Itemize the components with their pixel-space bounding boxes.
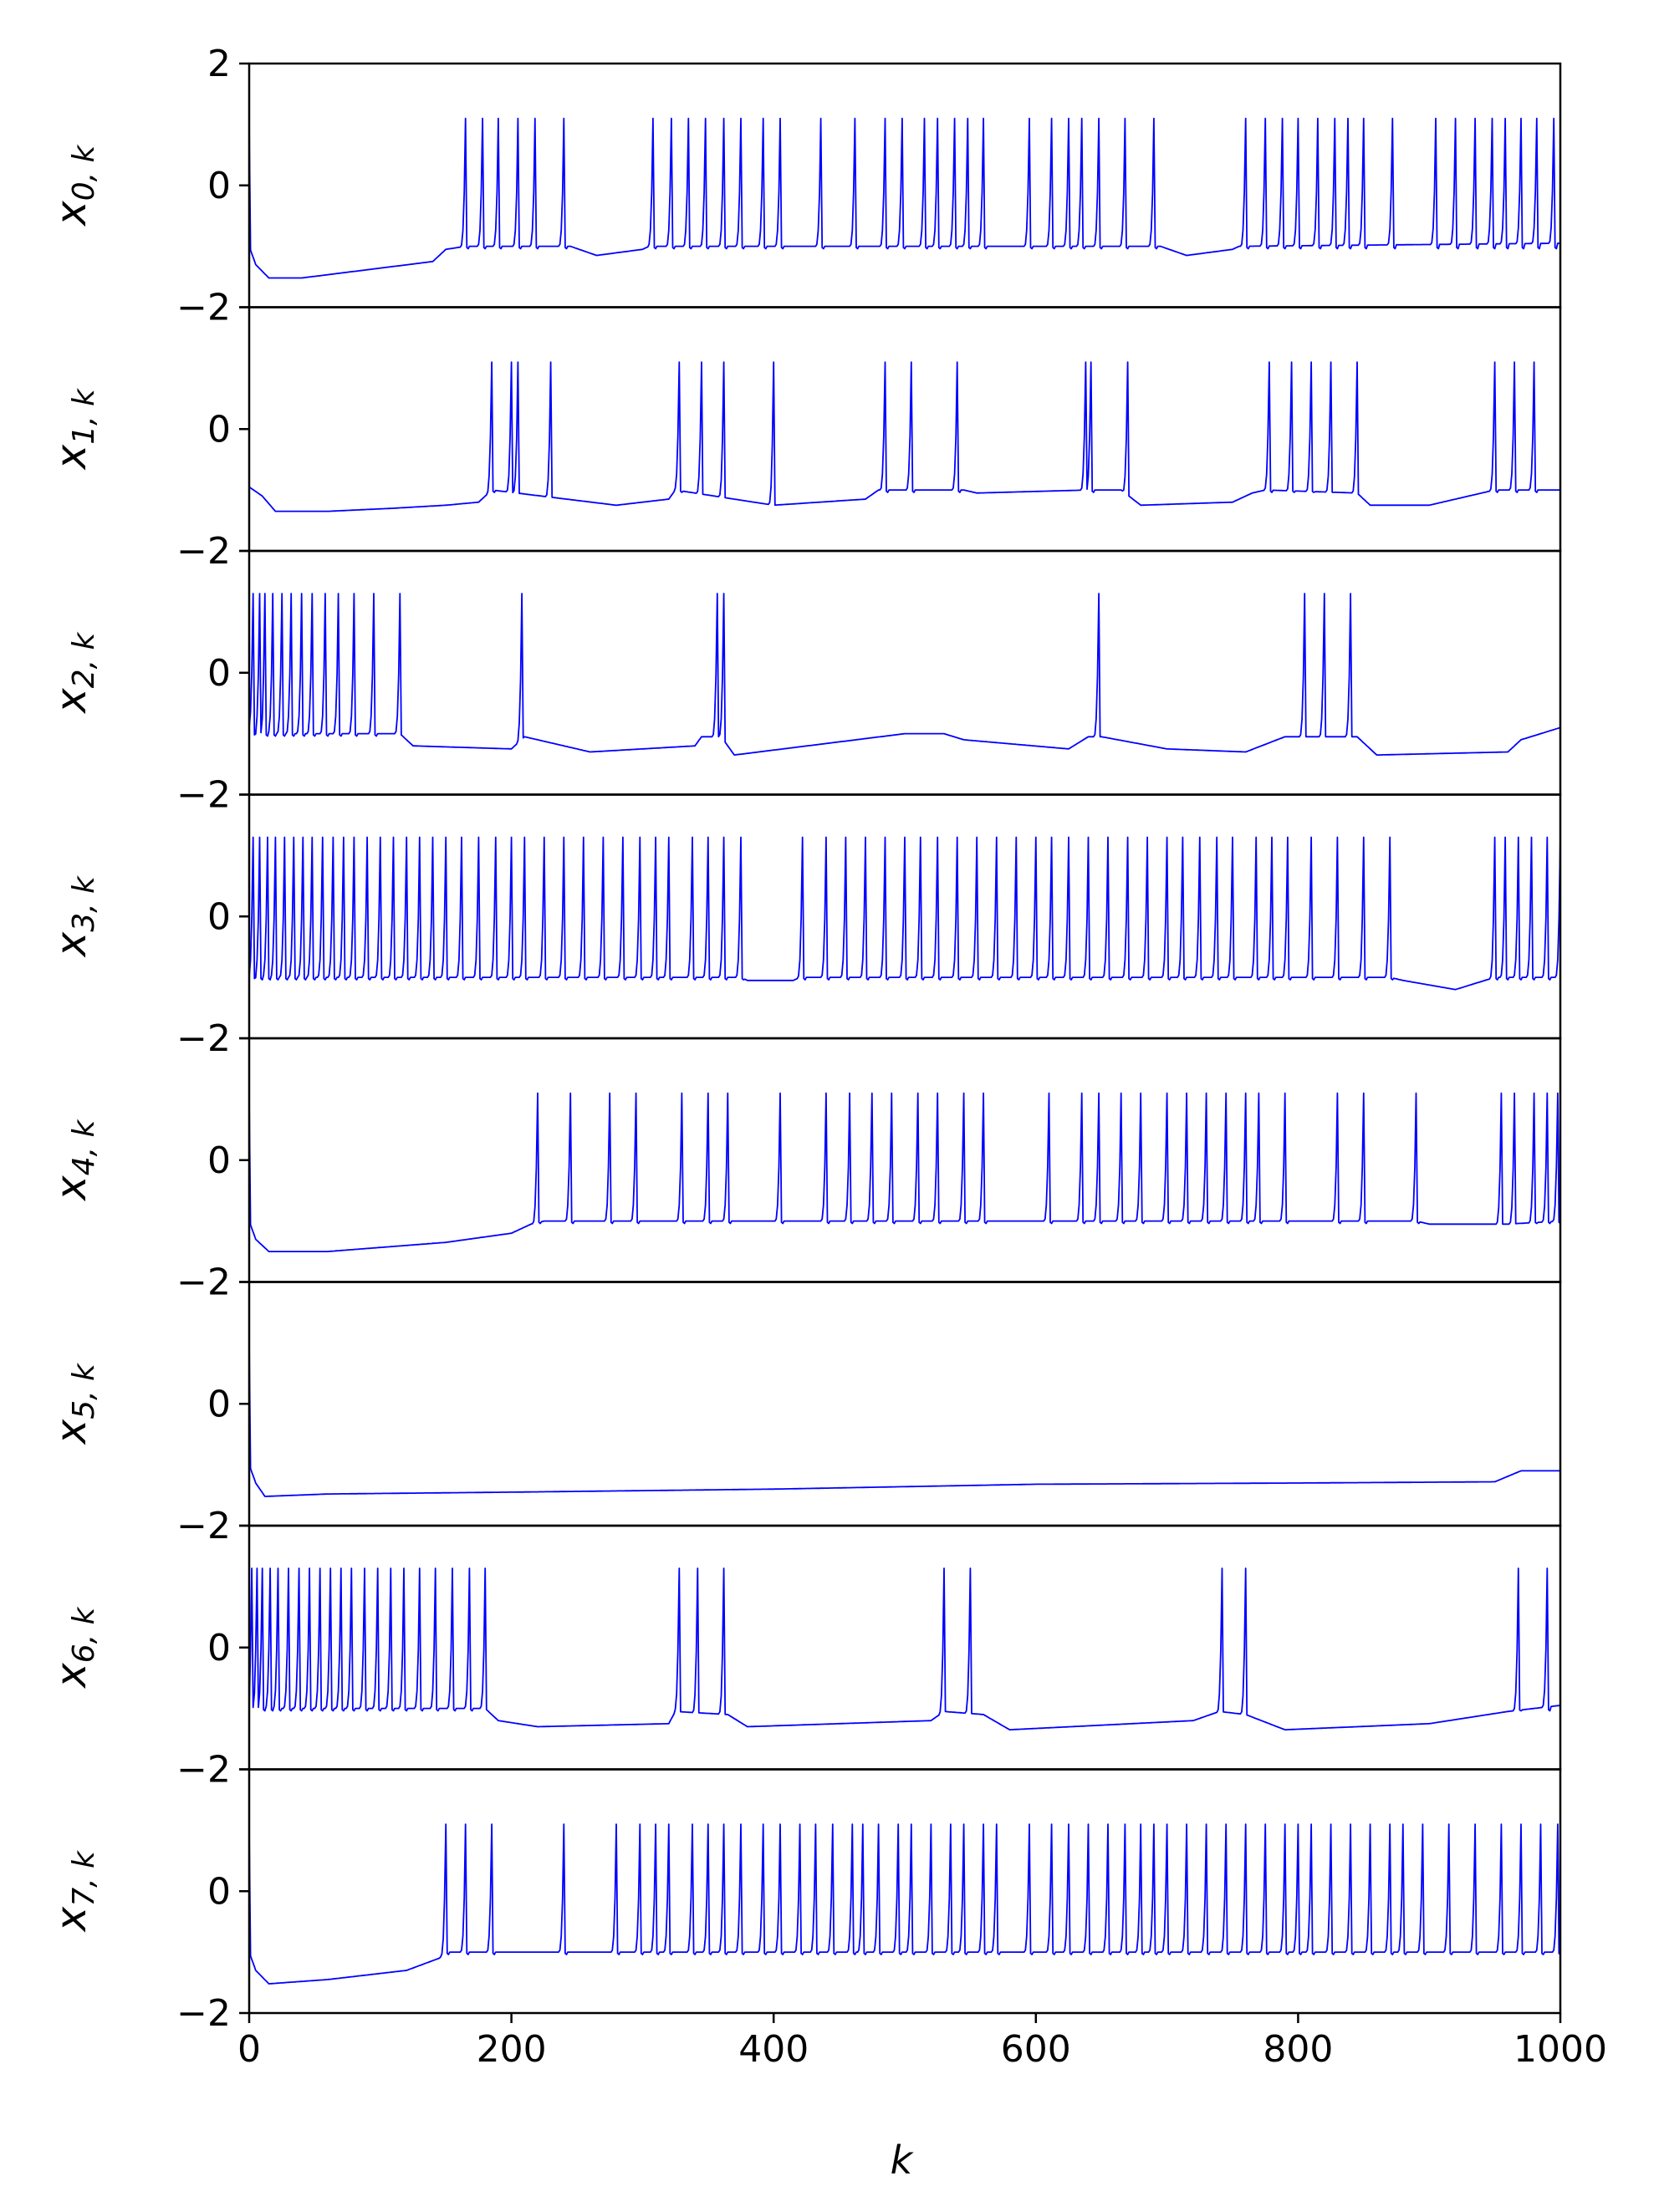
y-label-base: x [47, 1175, 95, 1202]
y-axis-label-4: x4, k [47, 1118, 101, 1201]
y-axis-label-1: x1, k [47, 387, 101, 471]
y-tick-label: 0 [207, 1139, 231, 1182]
y-label-subscript: 3, k [67, 874, 101, 932]
y-label-subscript: 7, k [67, 1849, 101, 1907]
panel-6: 0 −2 x6, k [47, 1524, 1562, 1792]
y-tick-label: 0 [207, 895, 231, 938]
series-line-6 [248, 1567, 1561, 1730]
series-line-3 [248, 836, 1561, 991]
series-line-5 [248, 1343, 1560, 1497]
y-tick-label: −2 [176, 530, 231, 573]
x-tick-label: 1000 [1514, 2028, 1607, 2071]
y-tick-label: 0 [207, 652, 231, 695]
panel-7: 0 −2 x7, k [47, 1768, 1562, 2035]
y-tick-label: −2 [176, 287, 231, 329]
y-label-subscript: 5, k [67, 1362, 101, 1419]
y-axis-label-5: x5, k [47, 1362, 101, 1445]
panel-0: 2 0 −2 x0, k [47, 43, 1562, 329]
x-axis-label: k [891, 2138, 915, 2183]
panel-frame-1 [248, 306, 1562, 553]
y-tick-label: −2 [176, 1992, 231, 2035]
y-tick-label: 0 [207, 1870, 231, 1913]
y-tick-label: 0 [207, 165, 231, 207]
panel-frame-7 [248, 1768, 1562, 2015]
y-tick-label: 2 [207, 43, 231, 85]
panel-1: 0 −2 x1, k [47, 306, 1562, 573]
y-label-base: x [47, 1906, 95, 1933]
x-tick-label: 800 [1263, 2028, 1333, 2071]
y-tick-label: −2 [176, 774, 231, 817]
panel-5: 0 −2 x5, k [47, 1281, 1562, 1547]
y-axis-label-6: x6, k [47, 1605, 101, 1689]
series-line-1 [248, 361, 1560, 512]
y-label-base: x [47, 931, 95, 958]
y-label-base: x [47, 444, 95, 471]
panel-frame-5 [248, 1281, 1562, 1527]
y-label-subscript: 6, k [67, 1605, 101, 1663]
x-tick-label: 0 [237, 2028, 261, 2071]
y-label-subscript: 2, k [67, 630, 101, 688]
panel-3: 0 −2 x3, k [47, 793, 1562, 1060]
y-axis-label-3: x3, k [47, 874, 101, 958]
y-tick-label: −2 [176, 1261, 231, 1304]
x-tick-label: 600 [1001, 2028, 1071, 2071]
y-tick-label: −2 [176, 1505, 231, 1547]
y-label-subscript: 0, k [67, 143, 101, 201]
y-tick-label: −2 [176, 1017, 231, 1060]
y-axis-label-2: x2, k [47, 630, 101, 714]
series-line-7 [248, 1823, 1561, 1985]
series-line-0 [248, 117, 1560, 279]
y-label-subscript: 4, k [67, 1118, 101, 1175]
panel-frame-6 [248, 1524, 1562, 1771]
x-tick-label: 400 [738, 2028, 809, 2071]
y-tick-label: 0 [207, 408, 231, 451]
x-tick-label: 200 [477, 2028, 547, 2071]
series-line-2 [248, 593, 1561, 756]
panel-2: 0 −2 x2, k [47, 549, 1562, 817]
panel-4: 0 −2 x4, k [47, 1037, 1562, 1304]
y-label-subscript: 1, k [67, 387, 101, 445]
y-label-base: x [47, 201, 95, 227]
series-line-4 [248, 1092, 1561, 1252]
y-tick-label: −2 [176, 1749, 231, 1792]
y-label-base: x [47, 1419, 95, 1445]
y-tick-label: 0 [207, 1383, 231, 1425]
y-tick-label: 0 [207, 1627, 231, 1669]
x-axis: 0 200 400 600 800 1000 [237, 2028, 1607, 2071]
y-label-base: x [47, 1663, 95, 1690]
y-label-base: x [47, 688, 95, 715]
panel-frame-2 [248, 549, 1562, 796]
y-axis-label-0: x0, k [47, 143, 101, 227]
y-axis-label-7: x7, k [47, 1849, 101, 1933]
panels-group: 20−2x0, k0−2x1, k0−2x2, k0−2x3, k0−2x4, … [47, 43, 1562, 2035]
